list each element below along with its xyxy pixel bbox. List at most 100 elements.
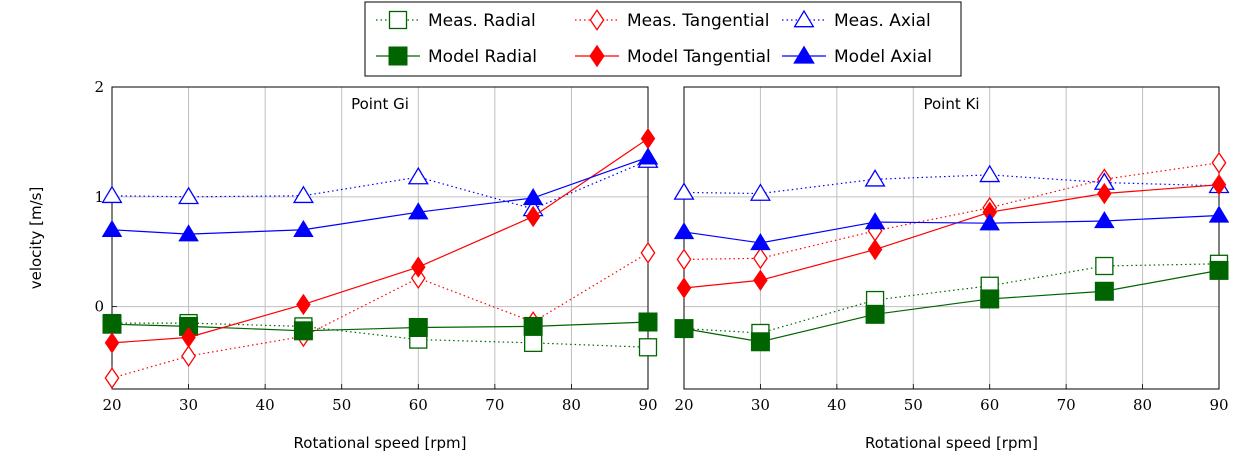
data-point	[104, 332, 120, 354]
x-tick-label: 60	[980, 396, 999, 414]
x-tick-label: 80	[562, 396, 581, 414]
data-point	[673, 222, 695, 240]
series-line	[683, 263, 1220, 334]
legend-marker	[793, 45, 815, 64]
series-line	[111, 156, 649, 235]
x-tick-label: 40	[256, 396, 275, 414]
data-point	[296, 293, 311, 316]
data-point	[408, 202, 429, 220]
series-model-axial	[101, 147, 659, 242]
series-line	[111, 160, 649, 210]
data-point	[864, 212, 886, 230]
series-line	[683, 184, 1220, 289]
legend-marker	[388, 10, 408, 30]
data-point	[523, 333, 543, 353]
data-point	[674, 319, 694, 339]
x-tick-label: 20	[674, 396, 693, 414]
data-point	[1211, 174, 1227, 196]
series-line	[683, 269, 1220, 343]
series-line	[111, 321, 649, 332]
data-point	[181, 326, 196, 349]
data-point	[178, 224, 199, 242]
legend-label: Model Axial	[834, 47, 932, 67]
series-line	[112, 322, 649, 348]
x-tick-label: 90	[1209, 396, 1228, 414]
y-tick-label: 1	[94, 188, 104, 206]
series-model-radial	[102, 312, 658, 341]
data-point	[638, 338, 658, 357]
legend-label: Model Radial	[428, 47, 537, 67]
data-point	[1095, 256, 1114, 276]
x-tick-label: 40	[827, 396, 846, 414]
x-tick-label: 30	[179, 396, 198, 414]
data-point	[640, 241, 656, 264]
data-point	[638, 312, 658, 332]
y-tick-label: 2	[94, 78, 104, 96]
data-point	[1211, 151, 1227, 174]
series-line	[683, 214, 1220, 244]
series-meas-axial	[673, 164, 1230, 201]
data-point	[753, 269, 768, 291]
panels-layer: 20 30 40 50 60 70 80 90 0 1 2 Point Gi Rotational sp…	[27, 78, 1230, 452]
legend-label: Model Tangential	[627, 47, 771, 67]
data-point	[1094, 281, 1114, 301]
x-tick-label: 70	[1057, 396, 1076, 414]
series-line	[683, 162, 1220, 261]
data-point	[750, 233, 771, 251]
legend-entry: Meas. Axial	[782, 9, 931, 31]
series-line	[683, 174, 1220, 195]
legend-entry: Model Axial	[782, 45, 932, 67]
data-point	[753, 247, 768, 270]
data-point	[181, 345, 196, 367]
data-point	[1209, 260, 1229, 280]
data-point	[101, 185, 123, 204]
panel-title: Point Ki	[923, 95, 979, 113]
x-tick-label: 30	[751, 396, 770, 414]
x-tick-label: 50	[332, 396, 351, 414]
data-point	[867, 238, 883, 261]
legend-marker	[388, 46, 408, 66]
legend-label: Meas. Radial	[428, 11, 536, 31]
legend-label: Meas. Axial	[834, 11, 931, 31]
legend-entry: Model Tangential	[575, 44, 771, 68]
series-model-tangential	[104, 127, 656, 354]
data-point	[673, 182, 695, 200]
data-point	[178, 186, 200, 205]
series-model-tangential	[676, 174, 1227, 299]
data-point	[293, 321, 313, 341]
x-axis-label: Rotational speed [rpm]	[865, 434, 1038, 452]
data-point	[637, 147, 659, 165]
series-model-radial	[674, 260, 1229, 352]
data-point	[1208, 205, 1230, 223]
x-tick-label: 60	[409, 396, 428, 414]
data-point	[408, 318, 428, 338]
data-point	[1094, 211, 1115, 229]
data-point	[411, 256, 426, 278]
data-point	[410, 267, 426, 290]
data-point	[979, 164, 1001, 183]
data-point	[104, 367, 120, 389]
data-point	[1097, 182, 1112, 205]
series-model-axial	[673, 205, 1230, 251]
data-point	[865, 304, 885, 324]
legend-marker	[589, 9, 605, 31]
data-point	[523, 316, 543, 336]
legend-entry: Meas. Tangential	[575, 9, 770, 31]
x-tick-label: 90	[638, 396, 657, 414]
legend: Meas. Radial Meas. Tangential Meas. Axial M…	[364, 1, 962, 77]
legend-marker	[589, 44, 605, 68]
data-point	[292, 185, 314, 204]
data-point	[676, 248, 692, 271]
series-meas-radial	[674, 254, 1229, 343]
panel-title: Point Gi	[351, 95, 409, 113]
x-tick-label: 80	[1133, 396, 1152, 414]
data-point	[676, 277, 692, 299]
y-axis-label: velocity [m/s]	[27, 187, 45, 290]
panel-2: 20 30 40 50 60 70 80 90 Point Ki Rotational speed…	[673, 86, 1230, 452]
data-point	[640, 127, 656, 150]
data-point	[102, 314, 122, 334]
legend-marker	[793, 9, 815, 28]
data-point	[407, 166, 429, 185]
series-line	[111, 138, 649, 344]
